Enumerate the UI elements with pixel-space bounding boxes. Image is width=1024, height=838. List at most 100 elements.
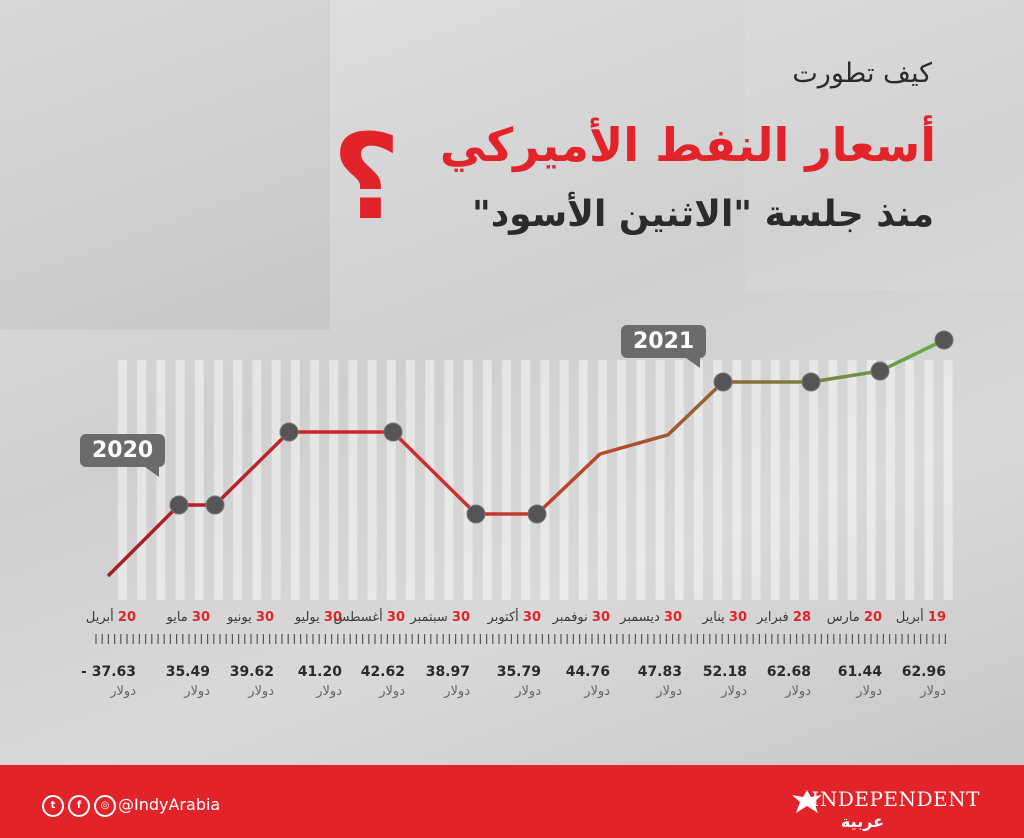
background-stripe	[924, 360, 934, 600]
title-line-1: كيف تطورت	[792, 58, 932, 89]
background-stripe	[559, 360, 569, 600]
data-point-marker	[279, 422, 299, 442]
date-label: 30 يوليو	[262, 610, 342, 625]
price-label: 35.79	[496, 664, 541, 680]
instagram-icon[interactable]: ◎	[94, 795, 116, 817]
date-day: 30	[663, 610, 682, 625]
background-stripe	[502, 360, 511, 600]
social-handle[interactable]: @IndyArabia	[118, 795, 221, 814]
eagle-logo-icon	[792, 790, 822, 813]
date-month: أغسطس	[333, 610, 387, 625]
date-day: 30	[728, 610, 747, 625]
background-stripe	[463, 360, 473, 600]
background-stripe	[482, 360, 492, 600]
background-stripe	[194, 360, 204, 600]
background-stripe	[617, 360, 627, 600]
footer-bar	[0, 765, 1024, 838]
background-stripe	[156, 360, 166, 600]
line-chart	[95, 330, 954, 644]
background-stripe	[809, 360, 819, 600]
background-stripe	[290, 360, 300, 600]
data-point-marker	[527, 504, 547, 524]
date-month: يونيو	[227, 610, 256, 625]
facebook-icon[interactable]: f	[68, 795, 90, 817]
price-label: 35.49	[165, 664, 210, 680]
date-label: 20 مارس	[802, 610, 882, 625]
price-label: 62.68	[766, 664, 811, 680]
unit-label: دولار	[248, 684, 274, 699]
background-stripe	[694, 360, 703, 600]
date-month: نوفمبر	[552, 610, 592, 625]
background-stripe	[674, 360, 684, 600]
brand-logo-arabic: عربية	[840, 812, 884, 831]
date-label: 30 سبتمبر	[390, 610, 470, 625]
date-label: 19 أبريل	[866, 610, 946, 625]
background-stripe	[655, 360, 665, 600]
background-stripe	[252, 360, 262, 600]
price-label: 41.20	[297, 664, 342, 680]
price-label: - 37.63	[81, 664, 136, 680]
background-stripe	[578, 360, 588, 600]
background-stripe	[521, 360, 531, 600]
date-day: 20	[117, 610, 136, 625]
date-day: 19	[927, 610, 946, 625]
tick-strip	[95, 634, 947, 644]
data-point-marker	[870, 361, 890, 381]
background-stripe	[847, 360, 857, 600]
date-month: أبريل	[85, 610, 118, 625]
data-point-marker	[383, 422, 403, 442]
bar-stripes	[118, 360, 953, 600]
background-stripe	[386, 360, 396, 600]
background-stripe	[751, 360, 761, 600]
background-stripe	[540, 360, 550, 600]
background-stripe	[770, 360, 780, 600]
unit-label: دولار	[184, 684, 210, 699]
background-stripe	[886, 360, 895, 600]
unit-label: دولار	[856, 684, 882, 699]
data-point-marker	[169, 495, 189, 515]
date-day: 20	[863, 610, 882, 625]
background-stripe	[425, 360, 435, 600]
date-label: 30 نوفمبر	[530, 610, 610, 625]
background-stripe	[175, 360, 185, 600]
date-day: 30	[323, 610, 342, 625]
date-month: مارس	[826, 610, 864, 625]
twitter-icon[interactable]: t	[42, 795, 64, 817]
price-label: 38.97	[425, 664, 470, 680]
date-day: 30	[191, 610, 210, 625]
markers-layer	[169, 330, 954, 524]
date-month: فبراير	[757, 610, 793, 625]
date-label: 30 ديسمبر	[602, 610, 682, 625]
unit-label: دولار	[785, 684, 811, 699]
date-day: 30	[451, 610, 470, 625]
data-point-marker	[713, 372, 733, 392]
background-stripe	[905, 360, 915, 600]
data-point-marker	[466, 504, 486, 524]
background-stripe	[310, 360, 319, 600]
date-label: 30 مايو	[130, 610, 210, 625]
date-label: 30 يونيو	[194, 610, 274, 625]
price-label: 62.96	[901, 664, 946, 680]
date-day: 30	[255, 610, 274, 625]
price-label: 52.18	[702, 664, 747, 680]
date-label: 30 أكتوبر	[461, 610, 541, 625]
date-day: 30	[386, 610, 405, 625]
unit-label: دولار	[316, 684, 342, 699]
unit-label: دولار	[515, 684, 541, 699]
date-month: يناير	[702, 610, 729, 625]
background-panel	[0, 0, 330, 330]
year-badge-2021: 2021	[621, 325, 707, 368]
data-point-marker	[934, 330, 954, 350]
background-stripe	[137, 360, 147, 600]
date-month: أكتوبر	[487, 610, 523, 625]
date-month: يوليو	[294, 610, 324, 625]
background-stripe	[233, 360, 243, 600]
price-label: 47.83	[637, 664, 682, 680]
data-point-marker	[801, 372, 821, 392]
background-stripe	[348, 360, 358, 600]
background-stripe	[828, 360, 838, 600]
date-label: 30 يناير	[667, 610, 747, 625]
background-stripe	[444, 360, 454, 600]
date-month: سبتمبر	[410, 610, 452, 625]
price-label: 42.62	[360, 664, 405, 680]
